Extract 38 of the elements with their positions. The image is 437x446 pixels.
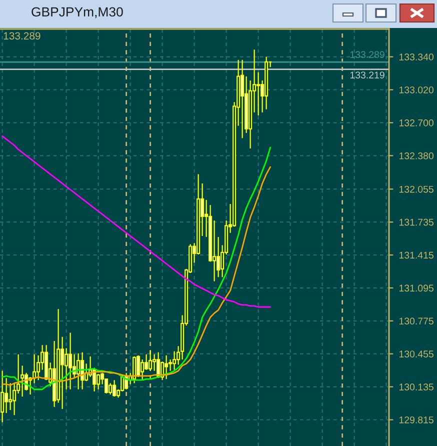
candlestick	[240, 59, 244, 139]
y-tick-label: 130.135	[399, 384, 434, 390]
candlestick	[160, 361, 164, 381]
candlestick	[60, 336, 64, 410]
candlestick	[144, 354, 148, 370]
candlestick	[0, 370, 4, 423]
candlestick	[4, 377, 8, 414]
annotation: 133.289	[4, 32, 40, 40]
y-tick-label: 129.815	[399, 416, 434, 424]
candlestick	[212, 220, 216, 282]
line-series	[2, 135, 272, 308]
candlestick	[76, 352, 80, 390]
chart-title: GBPJPYm,M30	[32, 7, 123, 18]
y-tick-label: 132.055	[399, 186, 434, 193]
candlestick	[8, 382, 12, 411]
y-tick-label: 132.700	[399, 119, 434, 126]
y-tick-label: 131.735	[399, 218, 434, 226]
candlestick	[164, 354, 168, 380]
candlestick	[172, 350, 176, 370]
y-tick-label: 132.380	[399, 152, 434, 160]
y-tick-label: 130.455	[399, 350, 434, 358]
candlestick	[108, 382, 112, 396]
y-tick-label: 131.415	[399, 252, 434, 259]
candlestick	[112, 380, 116, 398]
y-tick-label: 133.020	[399, 86, 434, 94]
candlestick	[96, 373, 100, 390]
y-tick-label: 130.775	[399, 318, 434, 325]
y-tick-label: 133.340	[399, 54, 434, 60]
candlestick	[148, 350, 152, 372]
candlestick	[132, 356, 136, 384]
ref-line-label: 133.219	[350, 72, 384, 78]
y-tick-label: 131.095	[399, 284, 434, 292]
candlestick	[12, 382, 16, 416]
candlestick	[36, 354, 40, 381]
candlestick	[68, 332, 72, 390]
candlestick	[256, 72, 260, 116]
ref-line-label: 133.289	[350, 51, 384, 58]
candlestick	[140, 358, 144, 381]
